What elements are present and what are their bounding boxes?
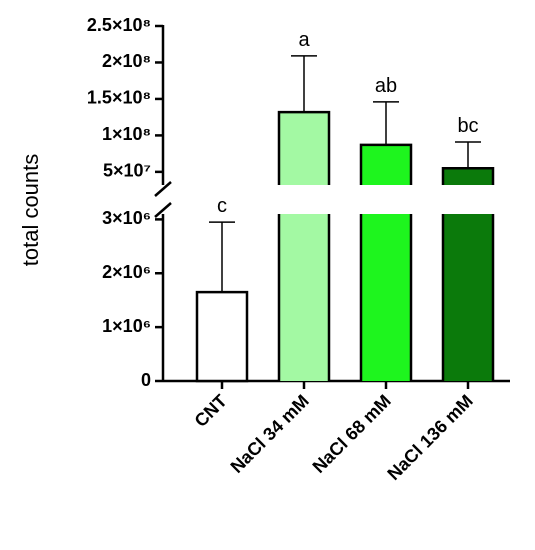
bar	[195, 290, 249, 383]
bar-lower	[279, 214, 329, 381]
bar	[361, 144, 411, 185]
y-tick-label: 1.5×10⁸	[87, 88, 151, 108]
y-tick-label: 1×10⁸	[102, 124, 151, 144]
significance-label: c	[217, 195, 227, 217]
significance-label: a	[298, 29, 310, 51]
x-tick-label: CNT	[191, 391, 231, 431]
bar-edge	[441, 166, 495, 185]
y-tick-label: 3×10⁶	[102, 208, 151, 228]
y-tick-label: 2×10⁶	[102, 262, 151, 282]
bar-lower	[361, 214, 411, 381]
y-tick-label: 1×10⁶	[102, 316, 151, 336]
axis-break	[154, 181, 172, 197]
x-tick-label: NaCl 34 mM	[227, 391, 313, 477]
y-tick-label: 0	[141, 370, 151, 390]
x-tick-label: NaCl 136 mM	[383, 391, 476, 484]
y-tick-label: 2.5×10⁸	[87, 15, 151, 35]
y-axis-label: total counts	[18, 154, 43, 267]
significance-label: bc	[457, 115, 478, 137]
bar	[443, 168, 493, 185]
axis-break	[154, 202, 172, 218]
x-tick-label: NaCl 68 mM	[309, 391, 395, 477]
y-tick-label: 2×10⁸	[102, 51, 151, 71]
bar	[279, 112, 329, 185]
bar-lower	[443, 214, 493, 381]
significance-label: ab	[375, 75, 397, 97]
y-tick-label: 5×10⁷	[103, 161, 151, 181]
